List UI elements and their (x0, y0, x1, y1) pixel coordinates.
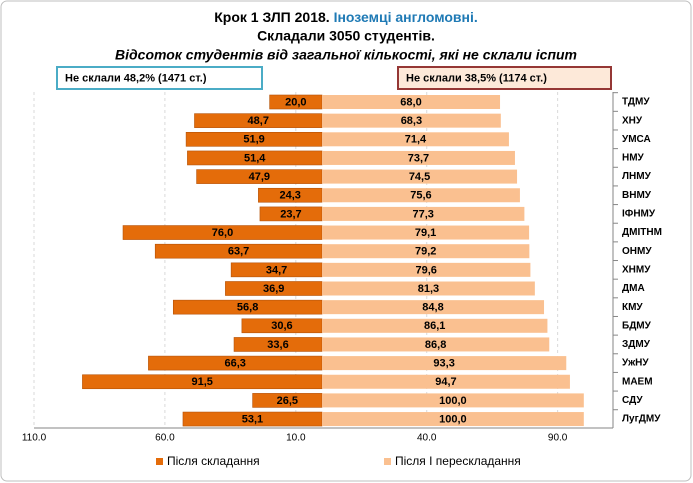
annotation-text: Не склали 38,5% (1174 ст.) (406, 72, 547, 84)
legend-swatch (384, 458, 391, 465)
y-tick-label: БДМУ (622, 320, 652, 331)
y-tick-label: ХНМУ (622, 264, 651, 275)
legend-label: Після І перескладання (395, 454, 521, 468)
subtitle2: Відсоток студентів від загальної кількос… (115, 47, 577, 63)
bar (322, 225, 530, 240)
bar (322, 95, 501, 109)
y-tick-label: ЛНМУ (622, 171, 652, 182)
value-label: 51,4 (244, 152, 266, 164)
value-label: 86,8 (425, 339, 446, 351)
y-tick-label: УжНУ (622, 358, 649, 369)
bar (322, 318, 548, 333)
y-tick-label: ІФНМУ (622, 209, 656, 220)
legend-swatch (156, 458, 163, 465)
bar (322, 374, 570, 389)
bar (322, 356, 567, 371)
y-tick-label: КМУ (622, 302, 643, 313)
x-tick-label: 110.0 (22, 433, 47, 444)
value-label: 56,8 (237, 302, 258, 314)
value-label: 24,3 (279, 190, 300, 202)
value-label: 20,0 (285, 96, 306, 108)
value-label: 68,0 (400, 96, 421, 108)
value-label: 86,1 (424, 320, 445, 332)
value-label: 75,6 (410, 190, 431, 202)
bar (322, 206, 525, 221)
y-tick-label: УМСА (622, 134, 651, 145)
value-label: 51,9 (243, 134, 264, 146)
value-label: 26,5 (277, 395, 298, 407)
annotation-text: Не склали 48,2% (1471 ст.) (65, 72, 207, 84)
y-tick-label: ЗДМУ (622, 339, 651, 350)
value-label: 84,8 (422, 302, 443, 314)
y-tick-label: ВНМУ (622, 190, 652, 201)
bar (322, 393, 584, 408)
y-tick-label: ОНМУ (622, 246, 652, 257)
value-label: 74,5 (409, 171, 430, 183)
value-label: 77,3 (412, 208, 433, 220)
y-tick-label: ЛугДМУ (622, 414, 661, 425)
bar (322, 169, 518, 184)
subtitle: Складали 3050 студентів. (257, 28, 435, 44)
y-tick-label: ТДМУ (622, 97, 650, 108)
x-tick-label: 90.0 (548, 433, 568, 444)
bar (322, 132, 509, 147)
title-highlight: Іноземці англомовні. (334, 9, 478, 25)
value-label: 36,9 (263, 283, 284, 295)
value-label: 76,0 (212, 227, 233, 239)
bar (322, 244, 530, 259)
annotation-box (56, 66, 263, 90)
value-label: 48,7 (248, 115, 269, 127)
value-label: 47,9 (249, 171, 270, 183)
bar (322, 113, 501, 128)
value-label: 79,1 (415, 227, 436, 239)
title-main: Крок 1 ЗЛП 2018. (214, 9, 329, 25)
value-label: 53,1 (242, 413, 263, 425)
x-tick-label: 40.0 (417, 433, 437, 444)
value-label: 100,0 (439, 395, 467, 407)
bar (322, 300, 545, 315)
value-label: 100,0 (439, 413, 467, 425)
x-tick-label: 60.0 (155, 433, 175, 444)
y-tick-label: НМУ (622, 153, 645, 164)
bar (322, 188, 520, 203)
value-label: 91,5 (192, 376, 213, 388)
value-label: 66,3 (224, 358, 245, 370)
value-label: 79,2 (415, 246, 436, 258)
y-tick-label: ХНУ (622, 115, 643, 126)
y-tick-label: ДМА (622, 283, 645, 294)
y-tick-label: СДУ (622, 395, 643, 406)
value-label: 79,6 (415, 264, 436, 276)
bar (322, 412, 584, 427)
legend-label: Після складання (167, 454, 260, 468)
value-label: 93,3 (433, 358, 454, 370)
value-label: 23,7 (280, 208, 301, 220)
bar (322, 150, 515, 165)
value-label: 33,6 (267, 339, 288, 351)
value-label: 68,3 (401, 115, 422, 127)
y-tick-label: ДМІТНМ (622, 227, 662, 238)
value-label: 71,4 (405, 134, 427, 146)
y-tick-label: МАЕМ (622, 376, 653, 387)
value-label: 73,7 (408, 152, 429, 164)
value-label: 34,7 (266, 264, 287, 276)
bar (322, 337, 550, 352)
value-label: 81,3 (418, 283, 439, 295)
value-label: 94,7 (435, 376, 456, 388)
chart-title: Крок 1 ЗЛП 2018. Іноземці англомовні. (214, 9, 478, 25)
value-label: 63,7 (228, 246, 249, 258)
annotation-box (397, 66, 612, 90)
x-tick-label: 10.0 (286, 433, 306, 444)
value-label: 30,6 (271, 320, 292, 332)
bar (322, 281, 535, 296)
bar (322, 262, 531, 277)
